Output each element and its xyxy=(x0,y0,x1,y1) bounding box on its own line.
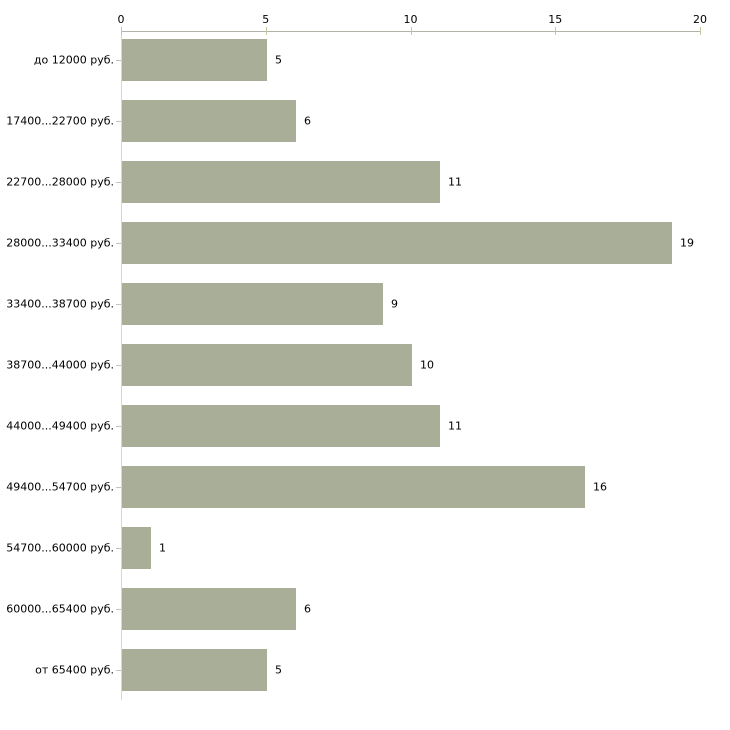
bar xyxy=(122,649,267,691)
y-axis-tick-mark xyxy=(116,670,121,671)
value-label: 6 xyxy=(304,114,311,128)
value-label: 11 xyxy=(448,175,462,189)
category-label: 54700...60000 руб. xyxy=(6,541,114,555)
category-label: от 65400 руб. xyxy=(35,663,114,677)
value-label: 10 xyxy=(420,358,434,372)
bar xyxy=(122,344,412,386)
x-axis-tick-label: 5 xyxy=(262,13,270,26)
category-label: 38700...44000 руб. xyxy=(6,358,114,372)
bar xyxy=(122,283,383,325)
x-axis-tick-mark xyxy=(265,27,267,35)
x-axis-tick-mark xyxy=(410,27,412,35)
category-label: 44000...49400 руб. xyxy=(6,419,114,433)
x-axis-tick-label: 20 xyxy=(693,13,707,26)
value-label: 9 xyxy=(391,297,398,311)
value-label: 1 xyxy=(159,541,166,555)
value-label: 19 xyxy=(680,236,694,250)
left-axis-line xyxy=(121,31,122,700)
bar xyxy=(122,588,296,630)
y-axis-tick-mark xyxy=(116,182,121,183)
category-label: 22700...28000 руб. xyxy=(6,175,114,189)
x-axis-tick-label: 0 xyxy=(117,13,125,26)
y-axis-tick-mark xyxy=(116,365,121,366)
bar xyxy=(122,527,151,569)
bar xyxy=(122,405,440,447)
y-axis-tick-mark xyxy=(116,60,121,61)
category-label: до 12000 руб. xyxy=(33,53,114,67)
category-label: 17400...22700 руб. xyxy=(6,114,114,128)
y-axis-tick-mark xyxy=(116,121,121,122)
y-axis-tick-mark xyxy=(116,487,121,488)
x-axis-tick-mark xyxy=(555,27,557,35)
value-label: 11 xyxy=(448,419,462,433)
x-axis-tick-label: 10 xyxy=(403,13,418,26)
x-axis-tick-mark xyxy=(700,27,701,35)
y-axis-tick-mark xyxy=(116,304,121,305)
category-label: 33400...38700 руб. xyxy=(6,297,114,311)
category-label: 28000...33400 руб. xyxy=(6,236,114,250)
y-axis-tick-mark xyxy=(116,243,121,244)
value-label: 6 xyxy=(304,602,311,616)
y-axis-tick-mark xyxy=(116,426,121,427)
bar xyxy=(122,466,585,508)
y-axis-tick-mark xyxy=(116,548,121,549)
bar xyxy=(122,222,672,264)
x-axis-tick-mark xyxy=(121,27,122,35)
bar xyxy=(122,161,440,203)
bar xyxy=(122,100,296,142)
x-axis-tick-label: 15 xyxy=(548,13,563,26)
category-label: 49400...54700 руб. xyxy=(6,480,114,494)
value-label: 5 xyxy=(275,53,282,67)
category-label: 60000...65400 руб. xyxy=(6,602,114,616)
bar xyxy=(122,39,267,81)
y-axis-tick-mark xyxy=(116,609,121,610)
value-label: 16 xyxy=(593,480,607,494)
value-label: 5 xyxy=(275,663,282,677)
